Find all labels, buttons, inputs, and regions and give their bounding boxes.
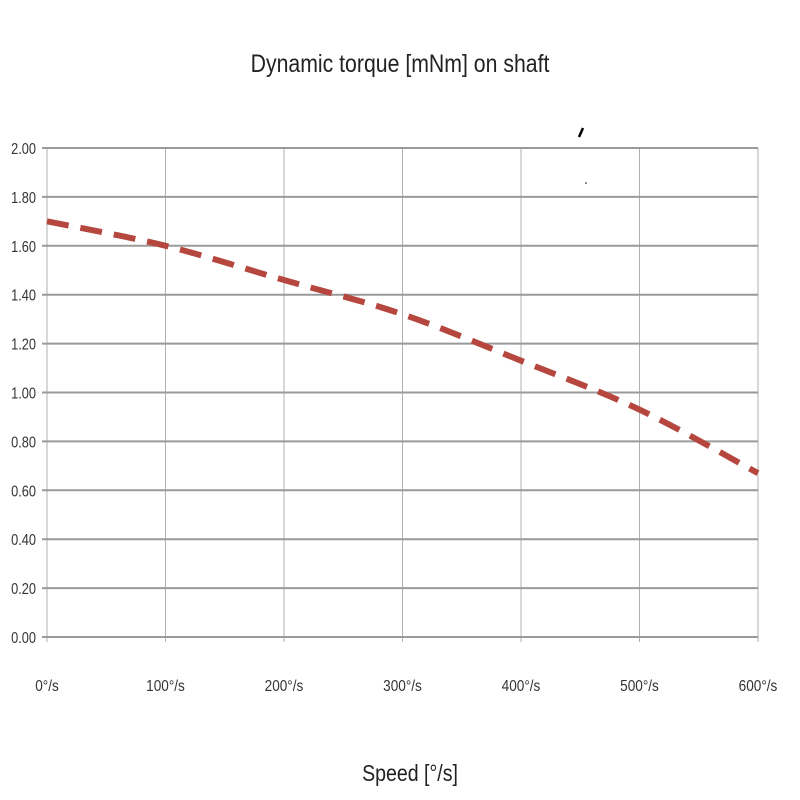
chart-title: Dynamic torque [mNm] on shaft <box>250 50 550 78</box>
x-tick-label: 300°/s <box>383 678 422 695</box>
y-tick-label: 1.20 <box>11 336 36 354</box>
series-line <box>46 218 760 476</box>
y-tick-label: 1.60 <box>11 239 36 257</box>
x-tick-label: 400°/s <box>502 678 541 695</box>
x-tick-label: 0°/s <box>35 678 59 695</box>
x-tick-label: 200°/s <box>265 678 304 695</box>
stray-dot <box>585 182 587 184</box>
y-tick-label: 0.60 <box>11 483 36 501</box>
y-tick-label: 0.20 <box>11 581 36 599</box>
y-tick-label: 1.00 <box>11 385 36 403</box>
y-tick-label: 1.80 <box>11 190 36 208</box>
x-tick-label: 600°/s <box>739 678 778 695</box>
y-tick-label: 0.00 <box>11 630 36 648</box>
x-axis-label: Speed [°/s] <box>362 760 458 786</box>
x-tick-label: 500°/s <box>620 678 659 695</box>
y-tick-label: 2.00 <box>11 141 36 159</box>
y-tick-label: 0.80 <box>11 434 36 452</box>
y-tick-label: 0.40 <box>11 532 36 550</box>
stray-mark <box>577 127 585 138</box>
x-tick-label: 100°/s <box>146 678 185 695</box>
y-tick-label: 1.40 <box>11 287 36 305</box>
